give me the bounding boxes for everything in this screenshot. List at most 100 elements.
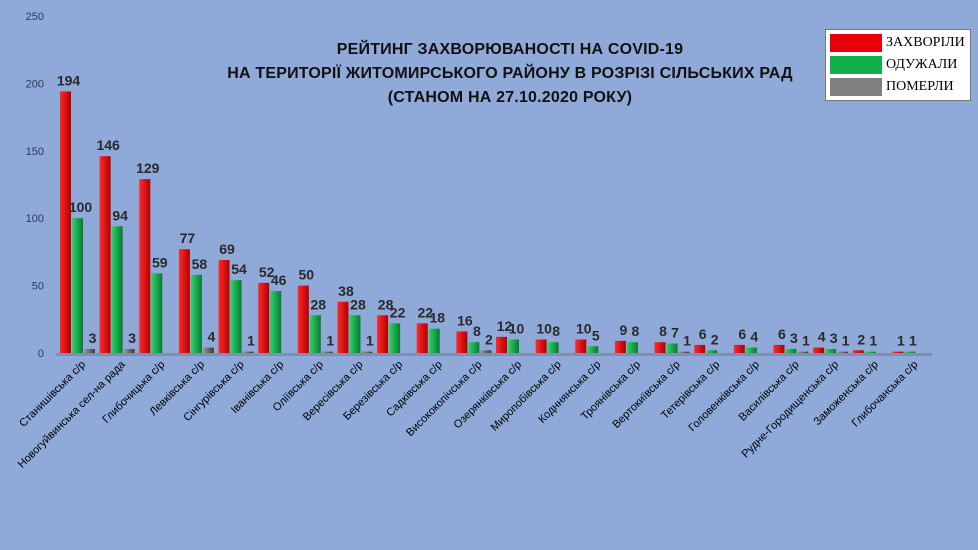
data-label-sick: 50 (299, 267, 315, 283)
y-tick-label: 200 (26, 78, 44, 90)
data-label-sick: 2 (857, 331, 865, 347)
bar-sick (258, 282, 270, 353)
bar-recovered (745, 347, 757, 353)
data-label-sick: 6 (778, 326, 786, 342)
bar-recovered (468, 342, 480, 353)
legend-label-sick: ЗАХВОРІЛИ (886, 35, 965, 50)
bar-sick (416, 323, 428, 353)
data-label-recovered: 2 (711, 331, 719, 347)
bar-sick (139, 179, 151, 353)
data-label-sick: 22 (417, 304, 433, 320)
legend-swatch-sick (830, 34, 882, 52)
bar-died (321, 351, 333, 353)
bar-recovered (111, 226, 123, 353)
chart-title: РЕЙТИНГ ЗАХВОРЮВАНОСТІ НА COVID-19 НА ТЕ… (180, 38, 840, 110)
bar-sick (218, 259, 230, 353)
data-label-sick: 77 (180, 230, 196, 246)
data-label-recovered: 28 (350, 296, 366, 312)
bar-died (84, 348, 95, 353)
x-tick-label: Глибочанська с/р (850, 359, 921, 430)
data-label-died: 1 (366, 333, 374, 349)
data-label-recovered: 3 (790, 330, 798, 346)
bar-recovered (864, 351, 876, 353)
legend-item-sick: ЗАХВОРІЛИ (830, 32, 966, 54)
bar-died (837, 351, 849, 353)
data-label-recovered: 100 (69, 199, 93, 215)
data-label-sick: 6 (699, 326, 707, 342)
bar-sick (813, 347, 825, 353)
x-tick-label: Головенківська с/р (686, 359, 762, 435)
bar-recovered (428, 328, 440, 353)
data-label-sick: 6 (738, 326, 746, 342)
data-label-recovered: 46 (271, 272, 287, 288)
bar-sick (892, 351, 904, 353)
bar-recovered (785, 348, 797, 353)
y-tick-label: 100 (26, 213, 44, 225)
legend-item-died: ПОМЕРЛИ (830, 76, 966, 98)
data-label-recovered: 1 (909, 333, 917, 349)
data-label-sick: 4 (818, 329, 826, 345)
chart-legend: ЗАХВОРІЛИ ОДУЖАЛИ ПОМЕРЛИ (825, 29, 971, 101)
data-label-recovered: 10 (509, 321, 525, 337)
bar-recovered (151, 273, 163, 353)
data-label-died: 2 (485, 331, 493, 347)
bar-sick (297, 285, 309, 353)
bar-sick (377, 315, 389, 353)
data-label-died: 3 (89, 330, 97, 346)
data-label-recovered: 28 (311, 296, 327, 312)
chart-floor (56, 353, 932, 356)
data-label-sick: 10 (576, 321, 592, 337)
data-label-sick: 38 (338, 283, 354, 299)
title-line-2: НА ТЕРИТОРІЇ ЖИТОМИРСЬКОГО РАЙОНУ В РОЗР… (227, 65, 793, 82)
bar-sick (60, 91, 71, 353)
bar-sick (535, 339, 547, 353)
bar-sick (456, 331, 468, 353)
x-tick-label: Станишівська с/р (17, 359, 88, 430)
data-label-sick: 12 (497, 318, 513, 334)
data-label-sick: 146 (96, 137, 120, 153)
data-label-died: 1 (683, 333, 691, 349)
data-label-recovered: 5 (592, 327, 600, 343)
title-line-1: РЕЙТИНГ ЗАХВОРЮВАНОСТІ НА COVID-19 (336, 41, 684, 58)
bar-recovered (547, 342, 559, 353)
data-label-sick: 194 (57, 72, 81, 88)
data-label-sick: 9 (620, 322, 628, 338)
bar-recovered (270, 290, 282, 353)
data-label-sick: 8 (659, 323, 667, 339)
legend-label-recovered: ОДУЖАЛИ (886, 57, 958, 72)
data-label-recovered: 8 (632, 323, 640, 339)
y-tick-label: 250 (26, 11, 44, 23)
x-tick-label: Висококопічська с/р (404, 359, 484, 439)
legend-swatch-died (830, 78, 882, 96)
bar-recovered (825, 348, 837, 353)
bar-recovered (72, 218, 83, 353)
bar-died (361, 351, 373, 353)
data-label-sick: 1 (897, 333, 905, 349)
data-label-died: 4 (208, 329, 216, 345)
data-label-died: 1 (802, 333, 810, 349)
bar-recovered (190, 274, 202, 353)
bar-recovered (904, 351, 916, 353)
data-label-died: 3 (128, 330, 136, 346)
bar-recovered (706, 350, 718, 353)
data-label-sick: 16 (457, 312, 473, 328)
title-line-3: (СТАНОМ НА 27.10.2020 РОКУ) (387, 89, 633, 106)
legend-swatch-recovered (830, 56, 882, 74)
data-label-died: 1 (842, 333, 850, 349)
data-label-sick: 28 (378, 296, 394, 312)
bar-sick (99, 156, 111, 353)
data-label-recovered: 59 (152, 254, 168, 270)
data-label-recovered: 3 (830, 330, 838, 346)
bar-died (480, 350, 492, 353)
bar-died (202, 347, 214, 353)
bar-died (123, 348, 135, 353)
bar-recovered (389, 323, 401, 353)
x-tick-label: Миропобівська с/р (489, 359, 564, 434)
bar-recovered (508, 339, 519, 353)
bar-recovered (230, 280, 242, 353)
x-tick-label: Вертокиївська с/р (610, 359, 682, 431)
data-label-recovered: 8 (473, 323, 481, 339)
data-label-died: 1 (326, 333, 334, 349)
bar-sick (337, 301, 349, 353)
